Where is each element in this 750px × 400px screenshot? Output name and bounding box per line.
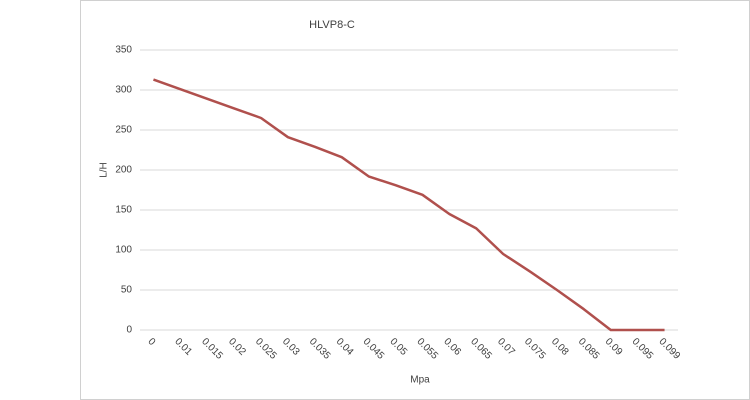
chart-title: HLVP8-C [309,19,355,31]
y-axis-label: L/H [99,162,110,178]
y-tick-label: 350 [115,45,132,56]
y-tick-label: 200 [115,165,132,176]
y-tick-label: 0 [126,325,132,336]
y-tick-label: 300 [115,85,132,96]
chart-border [80,0,750,400]
y-tick-label: 50 [121,285,133,296]
y-tick-label: 150 [115,205,132,216]
y-tick-label: 100 [115,245,132,256]
y-tick-label: 250 [115,125,132,136]
data-line [153,78,665,332]
x-axis-label: Mpa [410,375,430,386]
